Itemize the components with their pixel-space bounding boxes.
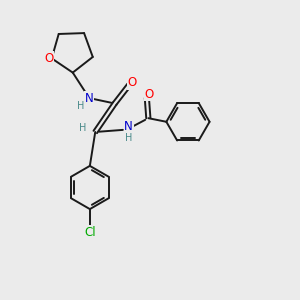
Text: O: O	[145, 88, 154, 101]
Text: N: N	[85, 92, 94, 105]
Text: Cl: Cl	[84, 226, 96, 239]
Text: H: H	[77, 101, 85, 112]
Text: H: H	[125, 133, 132, 143]
Text: N: N	[124, 120, 133, 133]
Text: H: H	[79, 123, 86, 134]
Text: O: O	[128, 76, 137, 89]
Text: O: O	[44, 52, 53, 65]
